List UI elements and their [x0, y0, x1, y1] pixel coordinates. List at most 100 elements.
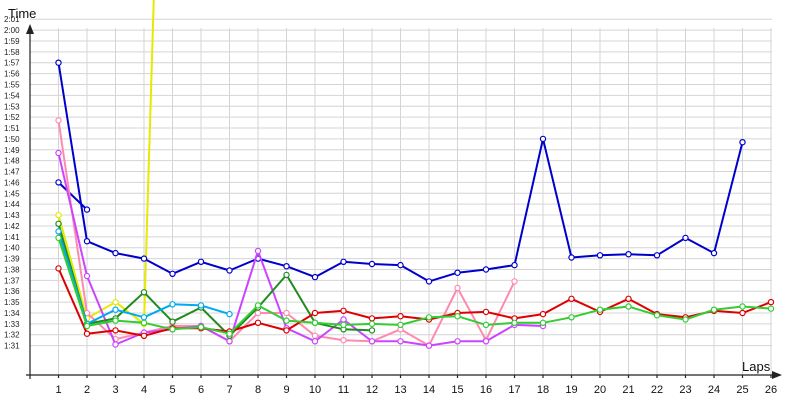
data-point [55, 59, 62, 66]
data-point [169, 270, 176, 277]
data-point [140, 332, 148, 339]
y-tick-label: 1:33 [4, 320, 20, 329]
data-point [397, 321, 404, 329]
data-point [767, 305, 775, 312]
data-point [169, 326, 176, 333]
y-tick-label: 1:50 [4, 135, 20, 144]
y-tick-label: 1:57 [4, 59, 20, 68]
data-point [283, 327, 290, 334]
data-point [283, 271, 290, 279]
y-tick-label: 1:42 [4, 222, 20, 231]
data-point [397, 313, 404, 320]
data-point [454, 269, 461, 276]
y-tick-label: 1:54 [4, 91, 20, 100]
data-point [254, 309, 262, 317]
data-point [83, 322, 91, 330]
data-point [397, 261, 404, 269]
data-point [197, 302, 205, 309]
data-point [482, 266, 490, 273]
data-point [83, 237, 91, 245]
data-point [311, 319, 319, 326]
y-axis-title: Time [8, 6, 36, 21]
x-tick-label: 16 [480, 384, 492, 396]
data-point [710, 249, 718, 257]
data-point [55, 211, 62, 219]
data-point [454, 313, 461, 320]
y-tick-label: 1:31 [4, 342, 20, 351]
data-point [625, 250, 632, 258]
data-point [169, 318, 176, 325]
data-point [568, 314, 575, 321]
data-point [311, 309, 319, 317]
data-point [83, 206, 91, 213]
y-tick-label: 2:01 [4, 15, 20, 24]
y-tick-label: 1:46 [4, 178, 20, 187]
series-8 [55, 234, 775, 337]
y-tick-label: 1:56 [4, 70, 20, 79]
data-point [454, 338, 461, 345]
data-point [710, 306, 718, 313]
x-tick-label: 19 [565, 384, 577, 396]
x-tick-label: 8 [255, 384, 261, 396]
data-point [254, 319, 262, 326]
x-axis-title: Laps [742, 359, 771, 374]
data-point [283, 317, 290, 324]
data-point [539, 135, 547, 143]
x-tick-label: 24 [708, 384, 720, 396]
x-tick-label: 6 [198, 384, 204, 396]
x-tick-label: 11 [338, 384, 349, 396]
y-tick-label: 1:39 [4, 255, 20, 264]
data-point [511, 278, 518, 285]
data-point [482, 308, 490, 316]
data-point [368, 315, 376, 322]
data-point [340, 337, 347, 344]
series-line [57, 237, 772, 335]
y-tick-label: 1:58 [4, 48, 20, 57]
y-tick-label: 1:52 [4, 113, 20, 122]
data-point [425, 314, 433, 321]
data-point [425, 278, 433, 285]
x-tick-label: 1 [55, 384, 61, 396]
y-tick-label: 1:40 [4, 244, 20, 253]
data-point [283, 263, 290, 270]
y-tick-label: 1:37 [4, 276, 20, 285]
x-tick-label: 13 [394, 384, 406, 396]
data-point [55, 179, 62, 186]
y-tick-label: 1:41 [4, 233, 20, 242]
data-point [739, 138, 746, 146]
x-tick-label: 7 [226, 384, 232, 396]
data-point [482, 338, 490, 345]
data-point [112, 327, 119, 334]
data-point [511, 261, 518, 269]
data-point [653, 312, 661, 319]
y-tick-label: 1:47 [4, 168, 20, 177]
series-4 [55, 149, 547, 349]
data-point [55, 228, 62, 235]
data-point [55, 117, 62, 124]
x-axis-arrow [772, 371, 782, 379]
data-point [226, 310, 233, 318]
data-point [340, 307, 347, 314]
x-tick-label: 15 [451, 384, 463, 396]
data-point [254, 247, 262, 255]
data-point [140, 314, 148, 321]
data-point [596, 306, 604, 313]
data-point [112, 249, 119, 257]
series-line [57, 181, 88, 211]
x-tick-label: 10 [309, 384, 321, 396]
y-tick-label: 1:36 [4, 287, 20, 296]
y-tick-label: 1:38 [4, 265, 20, 274]
data-point [739, 303, 746, 310]
data-point [682, 234, 689, 242]
data-point [568, 295, 575, 302]
y-tick-label: 1:55 [4, 81, 20, 90]
data-point [83, 272, 91, 280]
x-tick-label: 18 [537, 384, 549, 396]
data-point [340, 258, 347, 265]
data-point [311, 332, 319, 339]
y-tick-label: 1:49 [4, 146, 20, 155]
y-tick-labels: 1:31 1:32 1:33 1:34 1:35 1:36 1:37 1:381:39 1:40… [4, 15, 20, 350]
data-point [539, 319, 547, 326]
data-point [169, 301, 176, 308]
